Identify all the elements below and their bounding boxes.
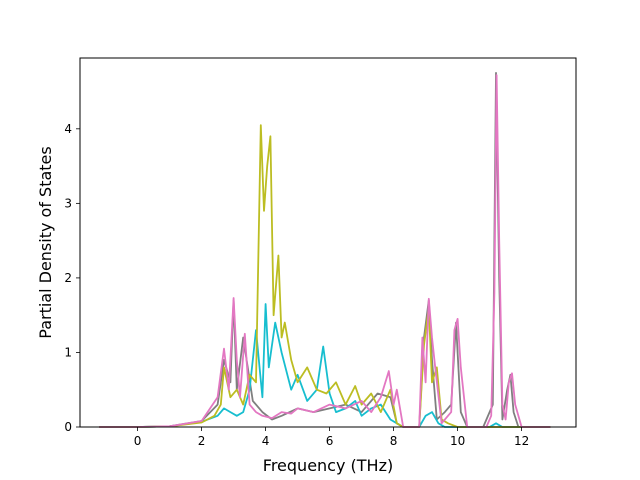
x-tick-label: 4 — [262, 434, 270, 448]
series-line-1 — [99, 72, 551, 428]
y-tick-label: 2 — [64, 271, 72, 285]
x-tick-label: 8 — [390, 434, 398, 448]
series-line-4 — [99, 74, 551, 428]
y-axis-label: Partial Density of States — [36, 146, 55, 338]
x-tick-label: 12 — [514, 434, 529, 448]
y-tick-label: 3 — [64, 196, 72, 210]
y-tick-label: 1 — [64, 345, 72, 359]
x-tick-label: 6 — [326, 434, 334, 448]
axes-frame — [79, 57, 577, 428]
x-tick-label: 10 — [450, 434, 465, 448]
x-tick-label: 2 — [198, 434, 206, 448]
series-layer — [99, 72, 551, 428]
y-tick-label: 4 — [64, 122, 72, 136]
series-line-2 — [99, 303, 551, 428]
series-line-3 — [99, 124, 551, 428]
x-axis-label: Frequency (THz) — [263, 456, 393, 475]
x-tick-label: 0 — [134, 434, 142, 448]
y-tick-label: 0 — [64, 420, 72, 434]
